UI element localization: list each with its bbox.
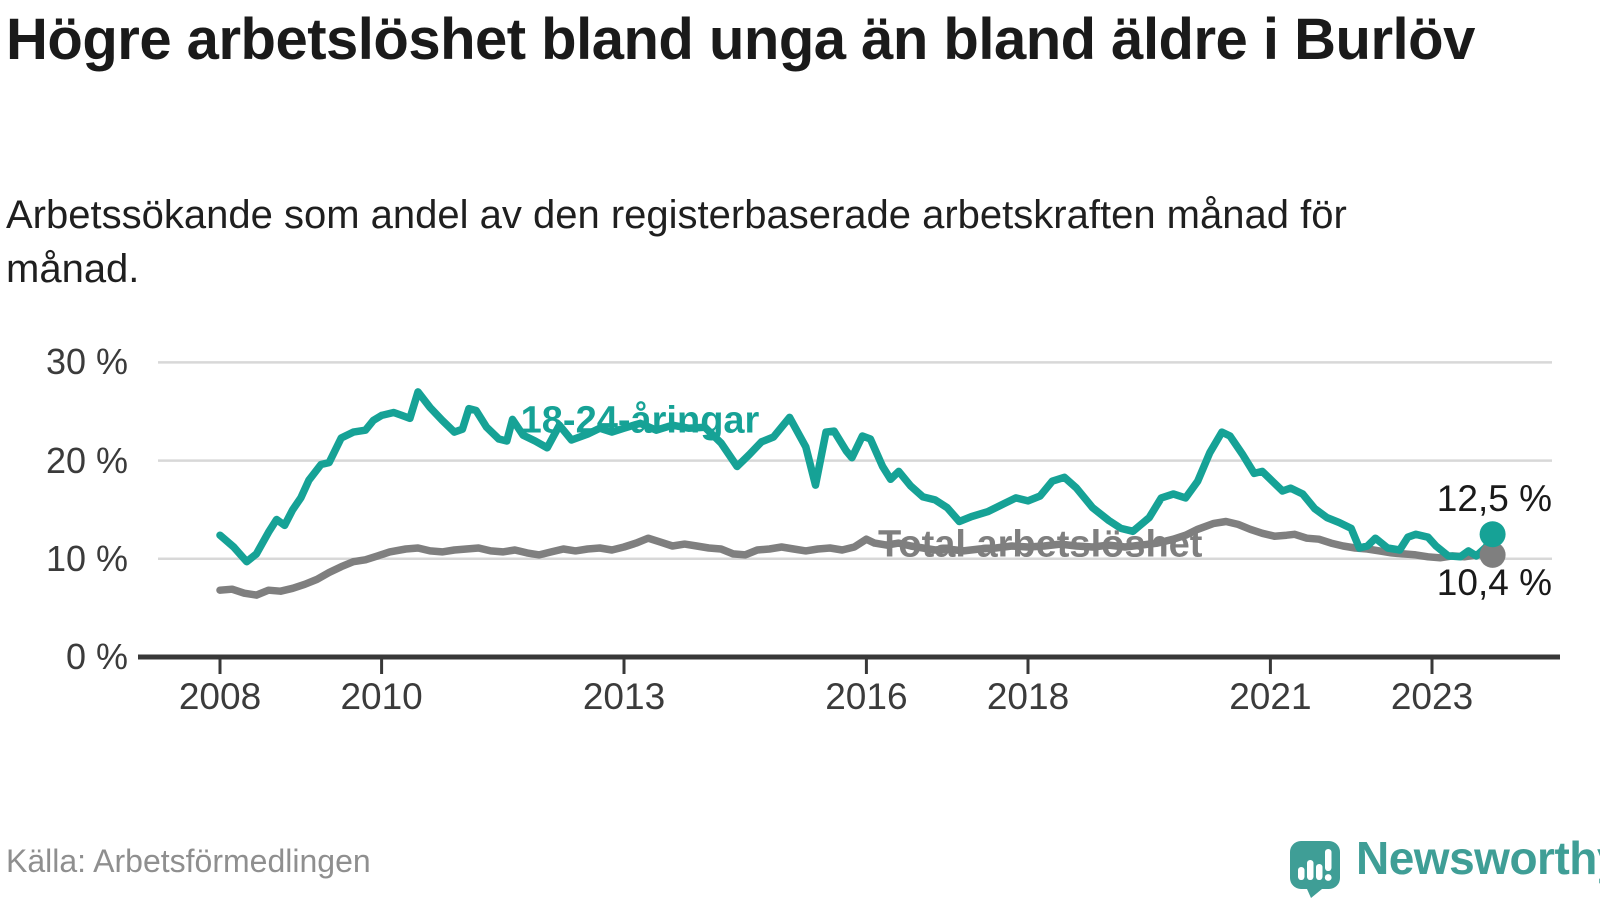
x-axis-label-2016: 2016 <box>825 676 908 717</box>
y-axis-label-30: 30 % <box>45 341 128 383</box>
y-axis-label-10: 10 % <box>45 537 128 579</box>
x-axis-label-2018: 2018 <box>986 676 1070 717</box>
chart-subtitle: Arbetssökande som andel av den registerb… <box>6 193 1347 291</box>
series-label-youth: 18-24-åringar <box>520 399 760 442</box>
end-value-total: 10,4 % <box>1436 562 1552 603</box>
newsworthy-logo-icon <box>1290 841 1340 898</box>
series-label-total: Total arbetslöshet <box>878 523 1203 566</box>
x-axis-label-2013: 2013 <box>582 676 666 717</box>
brand-name: Newsworthy <box>1356 832 1600 884</box>
unemployment-line-chart <box>138 361 1560 674</box>
x-axis-label-2023: 2023 <box>1390 676 1474 717</box>
x-axis-label-2008: 2008 <box>178 676 262 717</box>
x-axis-label-2021: 2021 <box>1229 676 1312 717</box>
y-axis-label-0: 0 % <box>65 636 128 677</box>
y-axis-label-20: 20 % <box>45 439 128 481</box>
end-value-youth: 12,5 % <box>1436 478 1552 519</box>
end-dot-total <box>1479 541 1506 568</box>
line-total <box>216 517 1497 599</box>
end-dot-youth <box>1479 521 1506 548</box>
source-note: Källa: Arbetsförmedlingen <box>6 843 371 879</box>
line-youth <box>216 388 1497 566</box>
page-title: Högre arbetslöshet bland unga än bland ä… <box>6 7 1475 72</box>
x-axis-label-2010: 2010 <box>340 676 423 717</box>
